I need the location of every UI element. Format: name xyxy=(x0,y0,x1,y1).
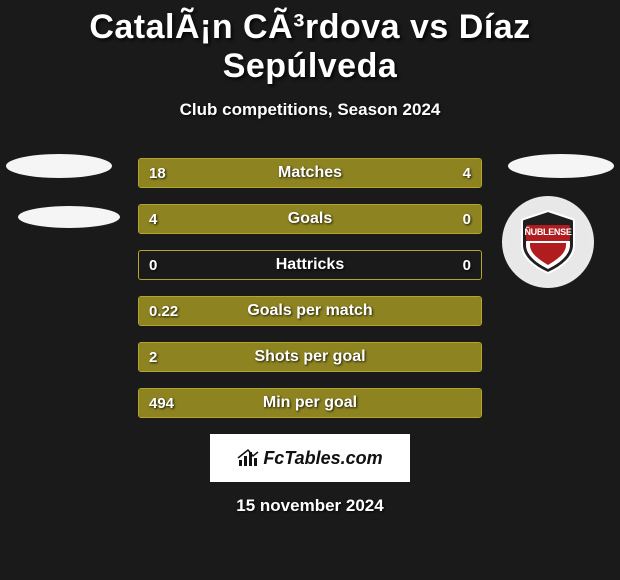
player-right-placeholder-icon xyxy=(508,154,614,178)
bar-left xyxy=(139,389,481,417)
stat-row: 0 0Hattricks xyxy=(138,250,482,280)
stat-row: 184Matches xyxy=(138,158,482,188)
club-left-placeholder-icon xyxy=(18,206,120,228)
brand-chart-icon xyxy=(237,448,259,468)
stats-area: ÑUBLENSE 184Matches 40Goals 0 0Hattricks 0.2… xyxy=(0,158,620,418)
player-left-placeholder-icon xyxy=(6,154,112,178)
page-title: CatalÃ¡n CÃ³rdova vs Díaz Sepúlveda xyxy=(0,8,620,86)
comparison-infographic: CatalÃ¡n CÃ³rdova vs Díaz Sepúlveda Club… xyxy=(0,0,620,516)
shield-icon: ÑUBLENSE xyxy=(518,209,578,275)
stat-value-right: 0 xyxy=(463,251,471,279)
bar-left xyxy=(139,205,481,233)
bar-left xyxy=(139,343,481,371)
bar-right xyxy=(419,159,481,187)
bar-left xyxy=(139,159,419,187)
stat-row: 0.22Goals per match xyxy=(138,296,482,326)
stat-row: 2Shots per goal xyxy=(138,342,482,372)
club-badge-text: ÑUBLENSE xyxy=(518,227,578,237)
date-text: 15 november 2024 xyxy=(0,496,620,516)
club-right-badge: ÑUBLENSE xyxy=(502,196,594,288)
subtitle: Club competitions, Season 2024 xyxy=(0,100,620,120)
stat-rows: 184Matches 40Goals 0 0Hattricks 0.22Goals pe… xyxy=(138,158,482,418)
bar-left xyxy=(139,297,481,325)
stat-label: Hattricks xyxy=(139,251,481,279)
stat-value-left: 0 xyxy=(149,251,157,279)
brand-box: FcTables.com xyxy=(210,434,410,482)
stat-row: 40Goals xyxy=(138,204,482,234)
stat-row: 494Min per goal xyxy=(138,388,482,418)
brand-text: FcTables.com xyxy=(263,448,382,469)
